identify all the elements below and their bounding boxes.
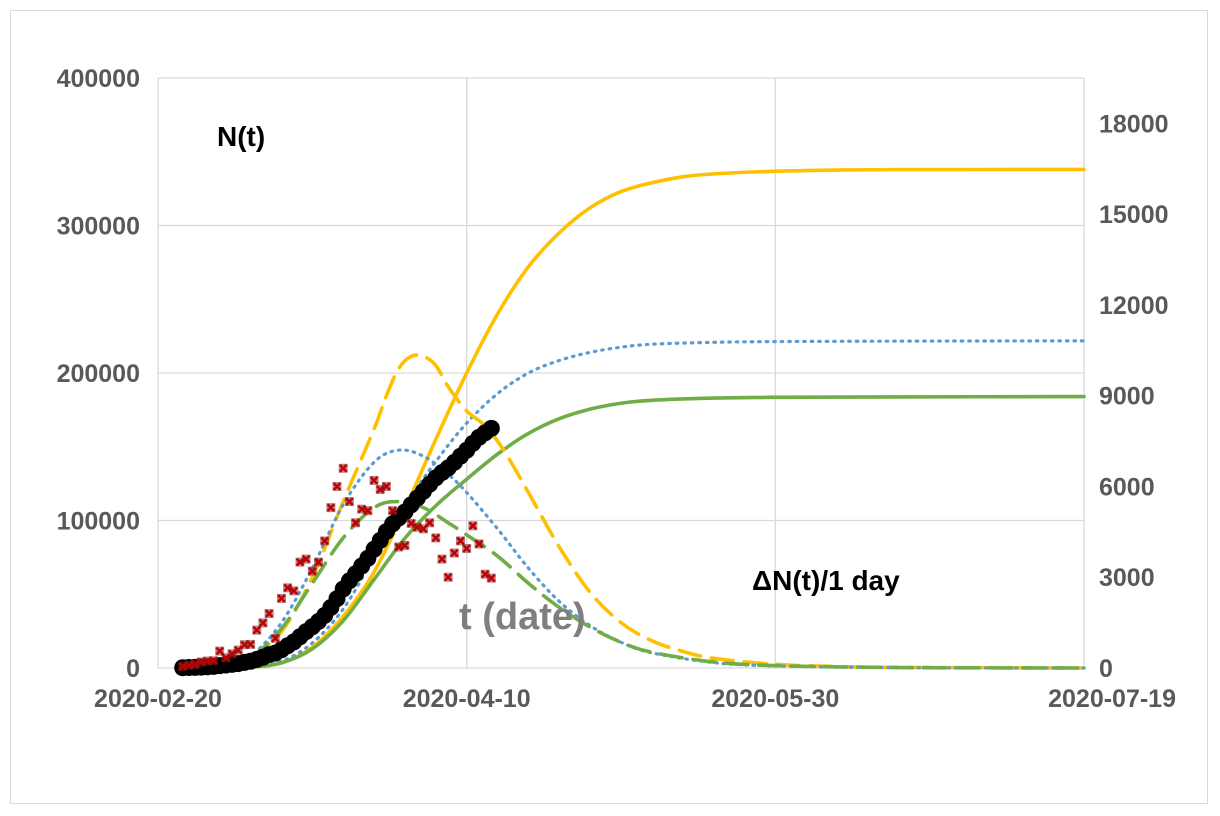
right-tick-label-0: 0 [1099,655,1113,683]
daily-point-46 [462,543,472,553]
right-tick-label-3: 9000 [1099,383,1155,411]
daily-point-47 [468,521,478,531]
x-tick-label-0: 2020-02-20 [94,685,222,713]
daily-point-21 [307,566,317,576]
daily-point-43 [443,572,453,582]
series-4-blue-dotted-right [218,448,1086,670]
x-tick-label-3: 2020-07-19 [1048,685,1176,713]
daily-point-48 [474,539,484,549]
daily-point-13 [258,618,268,628]
daily-point-33 [381,481,391,491]
series-0-orange-solid-left [217,167,1086,670]
daily-point-14 [264,609,274,619]
series-2-green-solid-left [217,394,1086,670]
series-3-orange-dashed-right [217,353,1086,670]
daily-point-11 [246,639,256,649]
daily-point-40 [425,518,435,528]
daily-point-41 [431,533,441,543]
daily-point-12 [252,625,262,635]
markers-layer [174,419,500,677]
right-series-label: ΔN(t)/1 day [752,565,900,596]
daily-point-45 [455,536,465,546]
daily-point-22 [314,557,324,567]
daily-point-34 [388,506,398,516]
daily-point-26 [338,463,348,473]
daily-point-23 [320,536,330,546]
daily-point-25 [332,481,342,491]
daily-point-50 [486,573,496,583]
gridlines [157,77,1085,669]
daily-point-24 [326,503,336,513]
x-axis-label: t (date) [459,596,586,638]
left-tick-label-1: 100000 [57,508,140,536]
cumulative-point-50 [482,419,500,437]
daily-point-5 [209,656,219,666]
daily-point-15 [270,633,280,643]
daily-point-30 [363,506,373,516]
right-tick-label-6: 18000 [1099,110,1169,138]
daily-point-16 [276,593,286,603]
x-tick-label-1: 2020-04-10 [403,685,531,713]
series-1-blue-dotted-left [218,339,1086,670]
left-series-label: N(t) [217,121,265,152]
left-tick-label-4: 400000 [57,65,140,93]
daily-point-36 [400,540,410,550]
right-tick-label-5: 15000 [1099,201,1169,229]
series-5-green-dashed-right [217,499,1086,670]
left-tick-label-3: 300000 [57,213,140,241]
daily-point-27 [344,497,354,507]
daily-point-20 [301,554,311,564]
right-tick-label-4: 12000 [1099,292,1169,320]
daily-point-18 [289,586,299,596]
tick-labels: 0 100000 200000 300000 400000 0 3000 6000 9000 12… [57,65,1176,713]
daily-point-42 [437,554,447,564]
right-tick-label-2: 6000 [1099,473,1155,501]
daily-point-28 [351,518,361,528]
x-tick-label-2: 2020-05-30 [711,685,839,713]
daily-point-44 [449,548,459,558]
series-layer [217,167,1086,670]
left-tick-label-2: 200000 [57,360,140,388]
right-tick-label-1: 3000 [1099,564,1155,592]
daily-point-31 [369,475,379,485]
left-tick-label-0: 0 [126,655,140,683]
